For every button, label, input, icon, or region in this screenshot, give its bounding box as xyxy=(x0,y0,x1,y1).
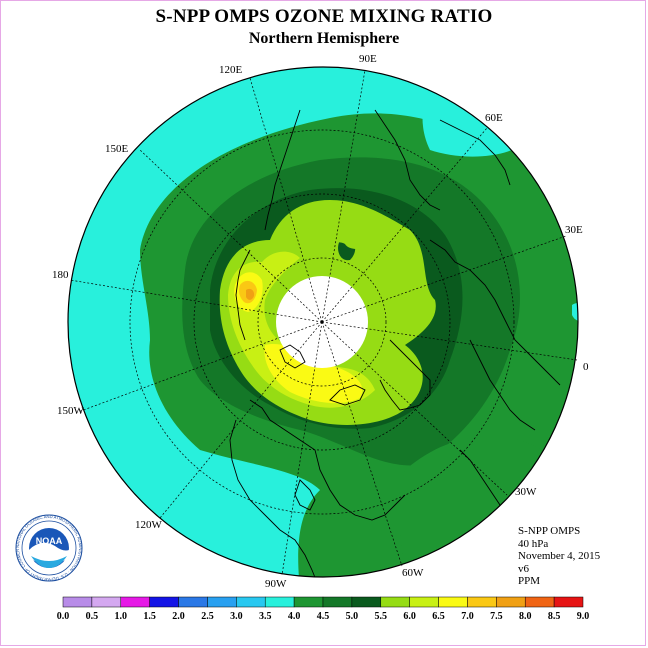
info-level: 40 hPa xyxy=(518,537,549,550)
lon-label-150w: 150W xyxy=(57,405,85,417)
colorbar-tick-label: 2.0 xyxy=(172,611,185,622)
logo-inner-ring xyxy=(21,520,77,576)
coast-north-america-east xyxy=(249,399,406,521)
meridian-30e xyxy=(321,235,567,323)
coast-iberia xyxy=(469,339,536,431)
band-5.5-6.0-north xyxy=(308,214,402,251)
coast-hudson xyxy=(329,384,366,406)
latitude-circle-50 xyxy=(193,193,451,451)
coast-arctic-islands xyxy=(279,344,306,369)
colorbar-swatch xyxy=(553,596,584,608)
colorbar-tick-label: 8.5 xyxy=(548,611,561,622)
band-3.5-4.0-east xyxy=(572,303,578,322)
colorbar-swatch xyxy=(293,596,324,608)
info-instrument: S-NPP OMPS xyxy=(518,525,581,537)
colorbar-swatch xyxy=(409,596,439,608)
band-6.5-7.0-south xyxy=(264,344,363,404)
colorbar-swatch xyxy=(178,596,208,608)
noaa-logo: NATIONAL OCEANIC AND ATMOSPHERIC ADMINIS… xyxy=(15,514,83,582)
colorbar-tick-label: 3.0 xyxy=(230,611,243,622)
lon-label-150e: 150E xyxy=(105,143,129,155)
coast-india xyxy=(439,119,511,186)
coast-bering xyxy=(235,249,251,341)
colorbar-swatch xyxy=(438,596,468,608)
logo-sea xyxy=(31,556,67,568)
meridian-120e xyxy=(249,77,323,323)
coast-north-america-west xyxy=(229,419,319,577)
colorbar-labels: 0.0 0.5 1.0 1.5 2.0 2.5 3.0 3.5 4.0 4.5 5.0 5.5 6.0 6… xyxy=(57,611,590,622)
colorbar-tick-label: 7.5 xyxy=(490,611,503,622)
coast-greenland xyxy=(379,339,431,411)
colorbar-swatches xyxy=(62,596,584,608)
colorbar-tick-label: 4.0 xyxy=(288,611,301,622)
colorbar-tick-label: 6.5 xyxy=(432,611,445,622)
logo-text: NOAA xyxy=(36,536,63,546)
graticule xyxy=(69,69,578,576)
colorbar-tick-label: 0.0 xyxy=(57,611,70,622)
colorbar-swatch xyxy=(120,596,150,608)
band-7.5-8.0 xyxy=(246,288,255,300)
lon-label-30w: 30W xyxy=(515,486,537,498)
colorbar-swatch xyxy=(62,596,93,608)
colorbar-swatch xyxy=(149,596,179,608)
colorbar-tick-label: 1.5 xyxy=(143,611,156,622)
info-version: v6 xyxy=(518,562,529,575)
colorbar-tick-label: 3.5 xyxy=(259,611,272,622)
colorbar-tick-label: 6.0 xyxy=(403,611,416,622)
info-date: November 4, 2015 xyxy=(518,550,601,562)
colorbar-swatch xyxy=(467,596,497,608)
meridian-150e xyxy=(139,149,323,323)
colorbar-tick-label: 7.0 xyxy=(461,611,474,622)
meridian-90w xyxy=(281,321,323,576)
lon-label-60e: 60E xyxy=(485,112,503,124)
colorbar-swatch xyxy=(496,596,526,608)
lon-label-90e: 90E xyxy=(359,53,377,65)
coast-gulf xyxy=(294,479,316,511)
map-border xyxy=(67,66,579,578)
colorbar-swatch xyxy=(524,596,555,608)
coast-europe xyxy=(429,239,561,386)
info-units: PPM xyxy=(518,575,541,587)
colorbar-swatch xyxy=(91,596,122,608)
lon-label-30e: 30E xyxy=(565,224,583,236)
info-block: S-NPP OMPS 40 hPa November 4, 2015 v6 PP… xyxy=(518,525,600,588)
meridian-60w xyxy=(321,321,403,567)
lon-label-0: 0 xyxy=(583,361,589,373)
latitude-circle-30 xyxy=(129,129,515,515)
lon-label-120w: 120W xyxy=(135,519,163,531)
latitude-circle-70 xyxy=(257,257,387,387)
lon-label-90w: 90W xyxy=(265,578,287,590)
lon-label-180: 180 xyxy=(52,269,69,281)
colorbar-tick-label: 8.0 xyxy=(519,611,532,622)
meridian-0 xyxy=(321,321,578,361)
figure-subtitle: Northern Hemisphere xyxy=(248,30,400,47)
colorbar-tick-label: 2.5 xyxy=(201,611,214,622)
meridian-60e xyxy=(321,127,488,323)
lon-label-120e: 120E xyxy=(219,64,243,76)
colorbar-tick-label: 5.0 xyxy=(346,611,359,622)
logo-bird xyxy=(29,542,69,564)
meridian-180 xyxy=(69,279,323,323)
lon-label-60w: 60W xyxy=(402,567,424,579)
colorbar-swatch xyxy=(207,596,237,608)
colorbar-swatch xyxy=(351,596,382,608)
figure-title: S-NPP OMPS OZONE MIXING RATIO xyxy=(155,6,493,27)
coastlines xyxy=(229,109,561,577)
colorbar-swatch xyxy=(236,596,266,608)
coast-asia-north xyxy=(264,109,301,231)
colorbar-tick-label: 5.5 xyxy=(375,611,388,622)
colorbar-tick-label: 9.0 xyxy=(577,611,590,622)
colorbar-swatch xyxy=(380,596,410,608)
colorbar-swatch xyxy=(264,596,295,608)
colorbar-tick-label: 4.5 xyxy=(317,611,330,622)
colorbar-swatch xyxy=(322,596,353,608)
coast-asia-east xyxy=(374,109,441,211)
meridian-150w xyxy=(77,321,323,413)
meridian-90e xyxy=(321,69,366,323)
colorbar-tick-label: 1.0 xyxy=(115,611,128,622)
colorbar-tick-label: 0.5 xyxy=(86,611,99,622)
